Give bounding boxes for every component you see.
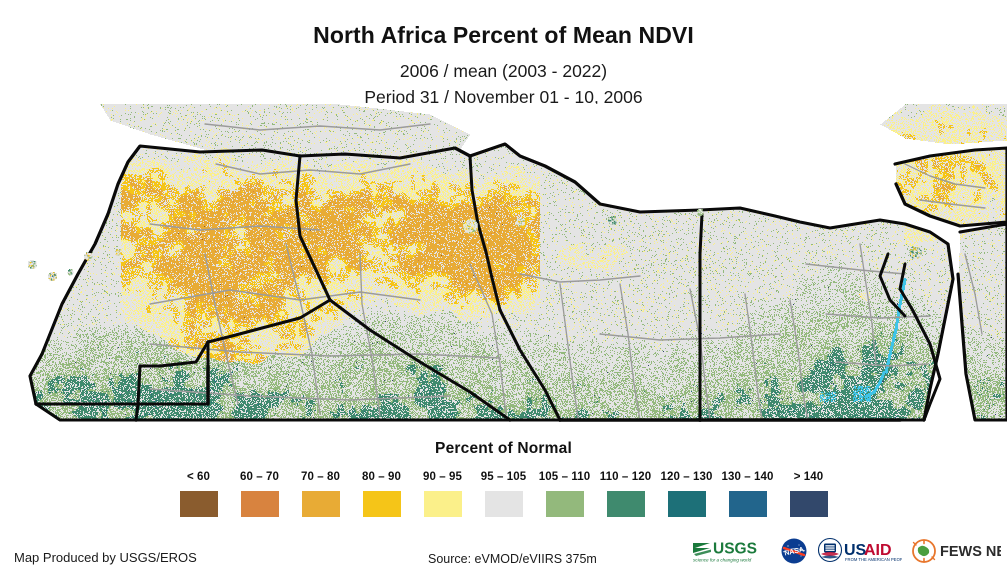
legend-class-label: 110 – 120 (599, 471, 652, 483)
legend-class: 120 – 130 (656, 470, 717, 517)
logo-bar: USGS science for a changing world NASA (690, 536, 1001, 566)
legend-scale: < 60 60 – 70 70 – 80 80 – 90 90 – 95 95 – 105… (0, 470, 1007, 517)
usgs-logo: USGS science for a changing world (690, 536, 772, 566)
svg-text:NASA: NASA (784, 546, 805, 557)
svg-text:USGS: USGS (713, 541, 757, 558)
legend-color-swatch (301, 491, 340, 517)
legend-color-swatch (362, 491, 401, 517)
legend-class: 110 – 120 (595, 470, 656, 517)
svg-text:FROM THE AMERICAN PEOPLE: FROM THE AMERICAN PEOPLE (845, 557, 902, 562)
legend-color-swatch (423, 491, 462, 517)
legend-class-label: 130 – 140 (721, 471, 774, 483)
legend-class: 60 – 70 (229, 470, 290, 517)
legend-class-label: > 140 (793, 471, 824, 483)
legend-class: 95 – 105 (473, 470, 534, 517)
legend-title: Percent of Normal (435, 440, 572, 457)
legend-class-label: 70 – 80 (300, 471, 341, 483)
legend-class: > 140 (778, 470, 839, 517)
legend-class-label: 120 – 130 (660, 471, 713, 483)
map-image-region (0, 104, 1007, 424)
title-block: North Africa Percent of Mean NDVI 2006 /… (0, 0, 1007, 110)
map-credit: Map Produced by USGS/EROS (14, 550, 197, 565)
legend-color-swatch (545, 491, 584, 517)
svg-text:FEWS NET: FEWS NET (940, 544, 1001, 560)
legend-class-label: 95 – 105 (480, 471, 527, 483)
legend-color-swatch (606, 491, 645, 517)
legend-class: 105 – 110 (534, 470, 595, 517)
page-title: North Africa Percent of Mean NDVI (313, 22, 694, 48)
legend: Percent of Normal < 60 60 – 70 70 – 80 80 –… (0, 440, 1007, 517)
subtitle-dekad-dates: Period 31 / November 01 - 10, 2006 (364, 86, 643, 107)
legend-class-label: 80 – 90 (361, 471, 402, 483)
nasa-logo: NASA (781, 538, 807, 564)
legend-class-label: < 60 (186, 471, 211, 483)
legend-class: < 60 (168, 470, 229, 517)
legend-class: 70 – 80 (290, 470, 351, 517)
legend-color-swatch (789, 491, 828, 517)
legend-color-swatch (728, 491, 767, 517)
legend-class: 130 – 140 (717, 470, 778, 517)
legend-class-label: 60 – 70 (239, 471, 280, 483)
legend-color-swatch (179, 491, 218, 517)
svg-text:science for a changing world: science for a changing world (693, 558, 752, 563)
legend-class: 90 – 95 (412, 470, 473, 517)
data-source: Source: eVMOD/eVIIRS 375m (428, 552, 597, 566)
ndvi-anomaly-raster-map (0, 104, 1007, 424)
svg-text:AID: AID (864, 542, 892, 559)
usaid-logo: US AID FROM THE AMERICAN PEOPLE (816, 536, 902, 566)
legend-class-label: 105 – 110 (538, 471, 591, 483)
legend-color-swatch (484, 491, 523, 517)
legend-class: 80 – 90 (351, 470, 412, 517)
legend-color-swatch (240, 491, 279, 517)
legend-color-swatch (667, 491, 706, 517)
fewsnet-logo: FEWS NET (909, 536, 1001, 566)
subtitle-period-baseline: 2006 / mean (2003 - 2022) (399, 61, 608, 82)
footer: Map Produced by USGS/EROS Source: eVMOD/… (0, 536, 1007, 576)
svg-text:US: US (844, 542, 867, 559)
legend-class-label: 90 – 95 (422, 471, 463, 483)
